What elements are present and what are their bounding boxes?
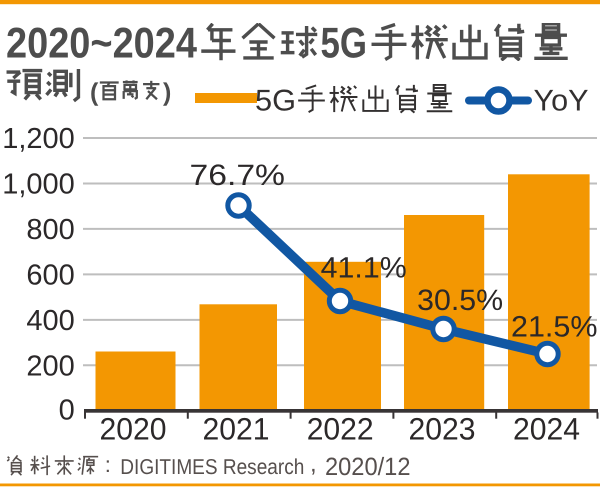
svg-text:600: 600 bbox=[26, 260, 74, 292]
svg-text:1,200: 1,200 bbox=[2, 123, 75, 155]
svg-text:,: , bbox=[310, 451, 317, 478]
svg-text:41.1%: 41.1% bbox=[321, 251, 407, 284]
svg-text:DIGITIMES Research: DIGITIMES Research bbox=[120, 455, 304, 479]
svg-text:21.5%: 21.5% bbox=[511, 311, 598, 344]
svg-text:2023: 2023 bbox=[409, 411, 476, 446]
svg-text:800: 800 bbox=[26, 214, 74, 246]
svg-text:30.5%: 30.5% bbox=[417, 284, 503, 317]
svg-text:): ) bbox=[163, 79, 171, 107]
svg-text:76.7%: 76.7% bbox=[190, 159, 286, 192]
svg-text:2024: 2024 bbox=[513, 411, 580, 446]
svg-text:2022: 2022 bbox=[307, 411, 374, 446]
svg-text:1,000: 1,000 bbox=[2, 169, 75, 201]
svg-text:2020/12: 2020/12 bbox=[325, 453, 411, 481]
svg-text:2020~2024: 2020~2024 bbox=[6, 20, 197, 68]
svg-text:400: 400 bbox=[26, 305, 74, 337]
svg-text:5G: 5G bbox=[321, 20, 368, 68]
svg-text::: : bbox=[105, 452, 111, 477]
svg-text:2020: 2020 bbox=[100, 411, 167, 446]
svg-text:5G: 5G bbox=[255, 84, 296, 117]
svg-text:(: ( bbox=[90, 79, 99, 107]
svg-text:2021: 2021 bbox=[203, 411, 270, 446]
svg-text:0: 0 bbox=[59, 394, 75, 426]
svg-text:200: 200 bbox=[26, 351, 74, 383]
svg-text:YoY: YoY bbox=[534, 84, 589, 117]
